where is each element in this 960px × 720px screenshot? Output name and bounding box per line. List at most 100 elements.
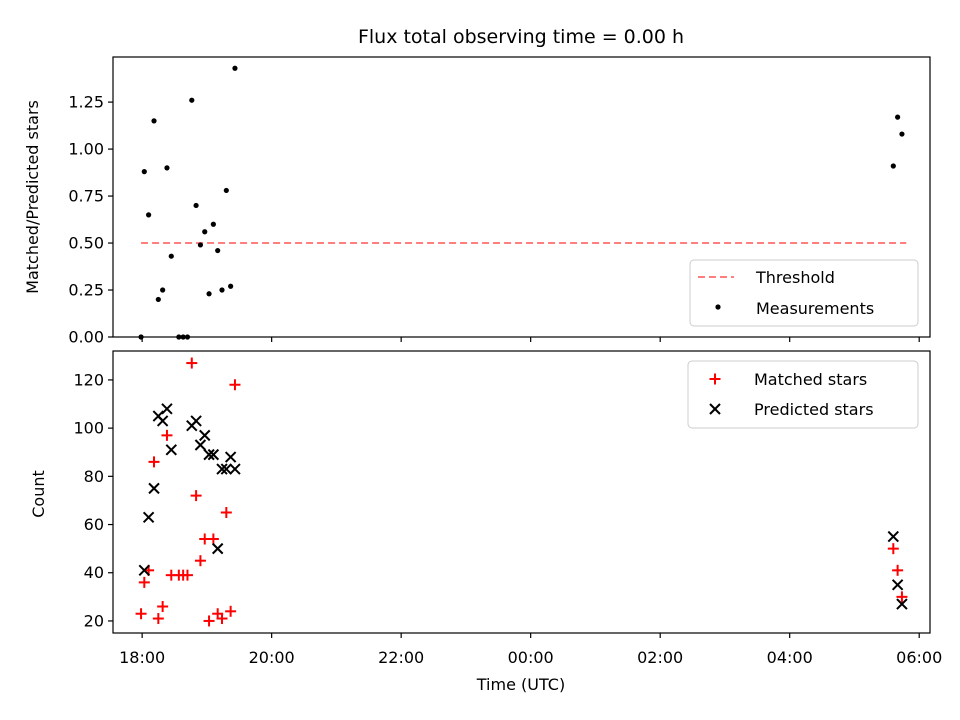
predicted-stars-point (148, 482, 160, 495)
predicted-stars-point (156, 415, 169, 427)
measurement-point (193, 202, 199, 209)
bottom-y-tick-label: 80 (84, 467, 104, 486)
bottom-x-ticks: 18:00 20:00 22:00 00:00 02:00 04:00 06:00 (119, 633, 942, 667)
measurement-point (202, 229, 208, 235)
predicted-stars-point (138, 564, 151, 577)
measurement-point (168, 253, 174, 259)
matched-stars-point (148, 456, 160, 468)
bottom-panel: 20 40 60 80 100 120 18:00 20:00 22:00 00:00 02:00… (29, 350, 942, 694)
chart-title: Flux total observing time = 0.00 h (358, 26, 684, 48)
legend-matched-swatch (709, 373, 721, 385)
measurement-point (899, 131, 905, 137)
top-y-tick-label: 0.50 (68, 234, 104, 253)
matched-stars-point (229, 379, 241, 391)
predicted-stars-point (194, 439, 207, 451)
top-axes-frame (112, 56, 931, 338)
x-tick-label: 04:00 (767, 648, 813, 667)
measurement-point (223, 187, 229, 194)
measurement-point (146, 212, 152, 218)
measurement-point (155, 296, 161, 303)
matched-stars-point (161, 429, 173, 441)
top-y-tick-label: 1.25 (68, 93, 104, 112)
predicted-stars-point (216, 463, 228, 475)
predicted-stars-point (220, 463, 233, 475)
top-y-axis-label: Matched/Predicted stars (23, 100, 42, 294)
matched-stars-point (887, 543, 899, 555)
measurement-point (890, 163, 896, 169)
legend-matched-label: Matched stars (754, 370, 867, 389)
predicted-stars-point (199, 429, 211, 442)
matched-stars-point (181, 569, 193, 581)
predicted-stars-point (896, 598, 908, 610)
top-y-tick-label: 1.00 (68, 140, 104, 159)
top-y-tick-label: 0.00 (68, 328, 104, 347)
matched-stars-point (220, 506, 232, 518)
top-y-tick-label: 0.25 (68, 281, 104, 300)
predicted-stars-point (161, 403, 173, 415)
x-tick-label: 20:00 (249, 648, 295, 667)
bottom-y-tick-label: 60 (84, 515, 104, 534)
predicted-stars-point (165, 444, 177, 456)
top-x-ticks (141, 337, 920, 342)
measurement-point (206, 291, 212, 297)
x-tick-label: 06:00 (896, 648, 942, 667)
matched-stars-point (157, 600, 169, 612)
predicted-stars-point (142, 511, 155, 524)
legend-threshold-label: Threshold (755, 268, 835, 287)
matched-stars-point (892, 564, 904, 576)
matched-stars-point (216, 613, 228, 625)
predicted-stars-point (887, 530, 900, 543)
measurement-point (210, 221, 216, 227)
matched-stars-point (194, 555, 206, 567)
matched-stars-point (152, 613, 164, 625)
matched-stars-point (225, 605, 237, 617)
matched-stars-point (896, 591, 908, 603)
legend-measurements-swatch (715, 304, 721, 310)
predicted-stars-point (190, 415, 202, 427)
bottom-y-tick-label: 20 (84, 611, 104, 630)
matched-stars-point (203, 615, 215, 627)
top-y-tick-label: 0.75 (68, 187, 104, 206)
bottom-y-tick-label: 100 (73, 419, 104, 438)
measurement-point (164, 165, 170, 171)
bottom-y-ticks: 20 40 60 80 100 120 (73, 370, 113, 630)
bottom-legend-box (687, 360, 919, 429)
top-y-ticks: 0.00 0.25 0.50 0.75 1.00 1.25 (68, 93, 113, 347)
measurement-point (141, 169, 147, 175)
measurement-point (219, 287, 225, 293)
measurement-point (197, 242, 204, 248)
measurement-point (160, 287, 166, 293)
measurement-point (215, 247, 221, 254)
matched-stars-point (207, 533, 219, 545)
measurement-point (895, 114, 901, 120)
x-tick-label: 22:00 (378, 648, 424, 667)
x-axis-label: Time (UTC) (476, 675, 565, 694)
measurement-point (228, 283, 234, 289)
legend-predicted-swatch (709, 403, 721, 415)
legend-measurements-label: Measurements (756, 299, 874, 318)
matched-stars-point (186, 357, 198, 369)
measurement-point (151, 118, 157, 124)
bottom-y-tick-label: 40 (84, 563, 104, 582)
predicted-stars-point (891, 579, 904, 591)
predicted-stars-point (211, 542, 224, 555)
matched-stars-point (135, 608, 147, 620)
matched-stars-point (138, 576, 150, 588)
measurement-point (189, 97, 195, 103)
legend-predicted-label: Predicted stars (754, 400, 874, 419)
x-tick-label: 00:00 (508, 648, 554, 667)
bottom-y-axis-label: Count (29, 470, 48, 518)
measurement-point (232, 65, 238, 71)
matched-stars-point (190, 490, 202, 502)
bottom-plot-content (135, 357, 908, 627)
predicted-stars-point (203, 448, 215, 461)
bottom-legend: Matched stars Predicted stars (687, 360, 919, 429)
x-tick-label: 02:00 (637, 648, 683, 667)
top-legend: Threshold Measurements (689, 259, 919, 327)
bottom-y-tick-label: 120 (73, 370, 104, 389)
top-panel: 0.00 0.25 0.50 0.75 1.00 1.25 Matched/Predict… (23, 56, 931, 347)
top-plot-content (138, 65, 907, 340)
x-tick-label: 18:00 (119, 648, 165, 667)
predicted-stars-point (224, 451, 237, 463)
